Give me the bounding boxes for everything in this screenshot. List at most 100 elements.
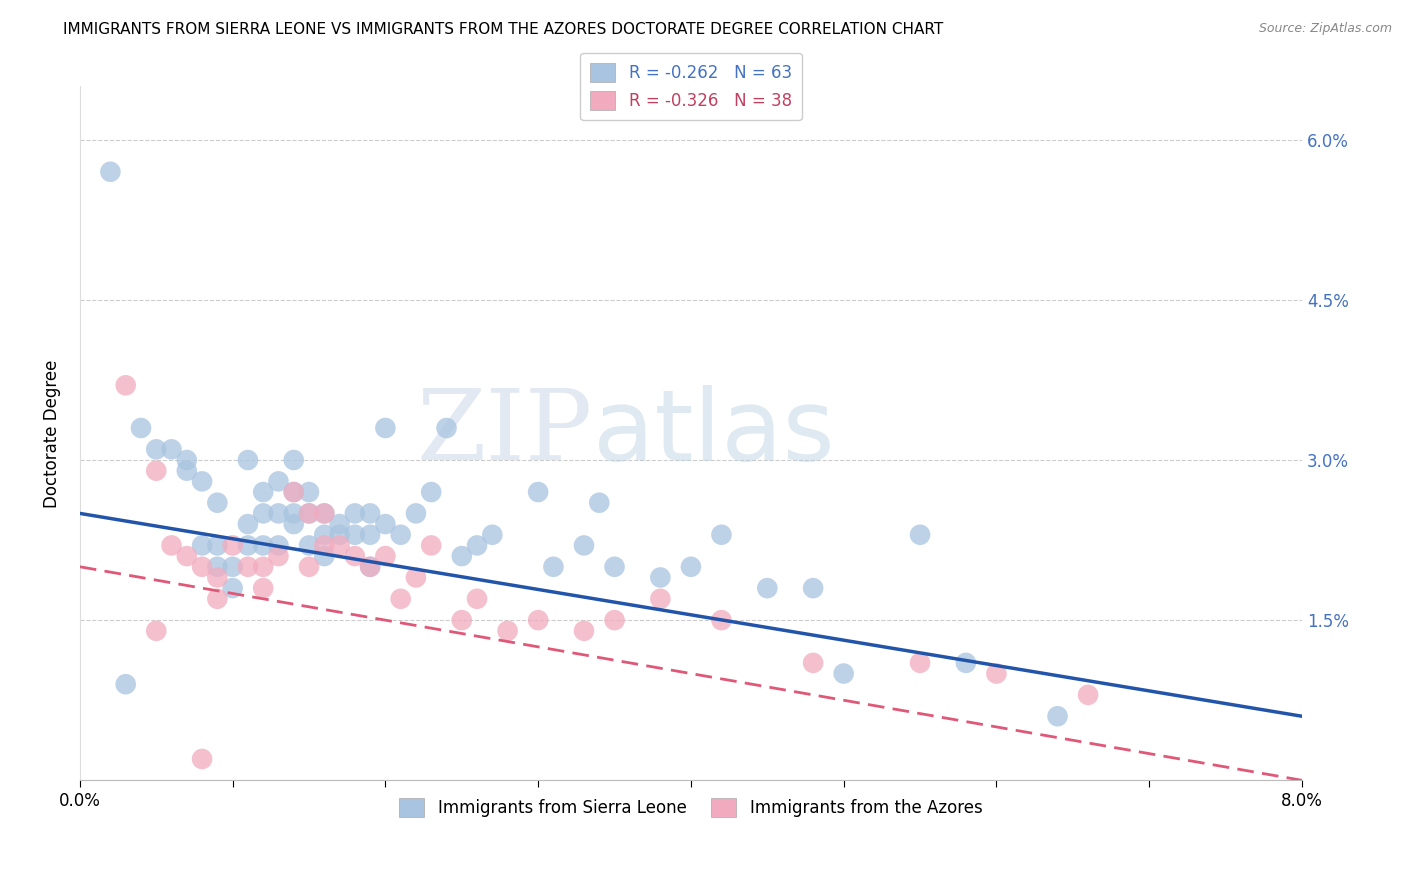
Point xyxy=(1046,709,1069,723)
Point xyxy=(359,527,381,541)
Point xyxy=(221,581,243,595)
Point xyxy=(650,591,672,606)
Point xyxy=(405,507,427,521)
Point xyxy=(267,507,290,521)
Point xyxy=(314,507,336,521)
Point xyxy=(314,507,336,521)
Point xyxy=(283,507,305,521)
Point xyxy=(679,559,702,574)
Point xyxy=(572,624,595,638)
Point xyxy=(572,538,595,552)
Point xyxy=(603,613,626,627)
Point xyxy=(298,507,321,521)
Point xyxy=(298,538,321,552)
Point xyxy=(343,549,366,563)
Text: Source: ZipAtlas.com: Source: ZipAtlas.com xyxy=(1258,22,1392,36)
Point xyxy=(283,517,305,532)
Text: atlas: atlas xyxy=(593,384,835,482)
Point xyxy=(298,507,321,521)
Point xyxy=(955,656,977,670)
Point xyxy=(389,527,412,541)
Point xyxy=(129,421,152,435)
Point xyxy=(191,559,214,574)
Point xyxy=(252,507,274,521)
Point xyxy=(343,527,366,541)
Text: ZIP: ZIP xyxy=(418,385,593,481)
Point xyxy=(343,507,366,521)
Point xyxy=(650,570,672,584)
Point xyxy=(329,517,352,532)
Point xyxy=(252,538,274,552)
Text: IMMIGRANTS FROM SIERRA LEONE VS IMMIGRANTS FROM THE AZORES DOCTORATE DEGREE CORR: IMMIGRANTS FROM SIERRA LEONE VS IMMIGRAN… xyxy=(63,22,943,37)
Point xyxy=(405,570,427,584)
Point xyxy=(221,559,243,574)
Point xyxy=(465,591,488,606)
Point xyxy=(236,538,259,552)
Point xyxy=(374,517,396,532)
Point xyxy=(420,485,443,500)
Point xyxy=(176,464,198,478)
Y-axis label: Doctorate Degree: Doctorate Degree xyxy=(44,359,60,508)
Point xyxy=(236,517,259,532)
Point xyxy=(603,559,626,574)
Point xyxy=(543,559,565,574)
Point xyxy=(832,666,855,681)
Point xyxy=(496,624,519,638)
Point xyxy=(298,559,321,574)
Point xyxy=(252,485,274,500)
Point xyxy=(420,538,443,552)
Point xyxy=(267,475,290,489)
Point xyxy=(283,485,305,500)
Point xyxy=(436,421,458,435)
Legend: Immigrants from Sierra Leone, Immigrants from the Azores: Immigrants from Sierra Leone, Immigrants… xyxy=(392,791,990,824)
Point xyxy=(145,442,167,457)
Point xyxy=(908,656,931,670)
Point xyxy=(298,485,321,500)
Point xyxy=(207,496,229,510)
Point xyxy=(114,378,136,392)
Point xyxy=(207,591,229,606)
Point xyxy=(588,496,610,510)
Point xyxy=(114,677,136,691)
Point xyxy=(176,549,198,563)
Point xyxy=(160,538,183,552)
Point xyxy=(191,752,214,766)
Point xyxy=(1077,688,1099,702)
Point xyxy=(145,624,167,638)
Point xyxy=(450,613,472,627)
Point xyxy=(374,421,396,435)
Point xyxy=(314,527,336,541)
Point xyxy=(801,581,824,595)
Point xyxy=(207,538,229,552)
Point xyxy=(283,453,305,467)
Point xyxy=(314,549,336,563)
Point xyxy=(236,559,259,574)
Point xyxy=(145,464,167,478)
Point xyxy=(465,538,488,552)
Point xyxy=(267,549,290,563)
Point xyxy=(252,559,274,574)
Point xyxy=(374,549,396,563)
Point xyxy=(160,442,183,457)
Point xyxy=(191,538,214,552)
Point xyxy=(986,666,1008,681)
Point xyxy=(450,549,472,563)
Point xyxy=(100,165,122,179)
Point xyxy=(359,559,381,574)
Point xyxy=(207,559,229,574)
Point xyxy=(267,538,290,552)
Point xyxy=(252,581,274,595)
Point xyxy=(710,527,733,541)
Point xyxy=(314,538,336,552)
Point xyxy=(801,656,824,670)
Point xyxy=(329,527,352,541)
Point xyxy=(207,570,229,584)
Point xyxy=(908,527,931,541)
Point xyxy=(283,485,305,500)
Point xyxy=(359,559,381,574)
Point xyxy=(236,453,259,467)
Point xyxy=(527,613,550,627)
Point xyxy=(756,581,779,595)
Point xyxy=(710,613,733,627)
Point xyxy=(527,485,550,500)
